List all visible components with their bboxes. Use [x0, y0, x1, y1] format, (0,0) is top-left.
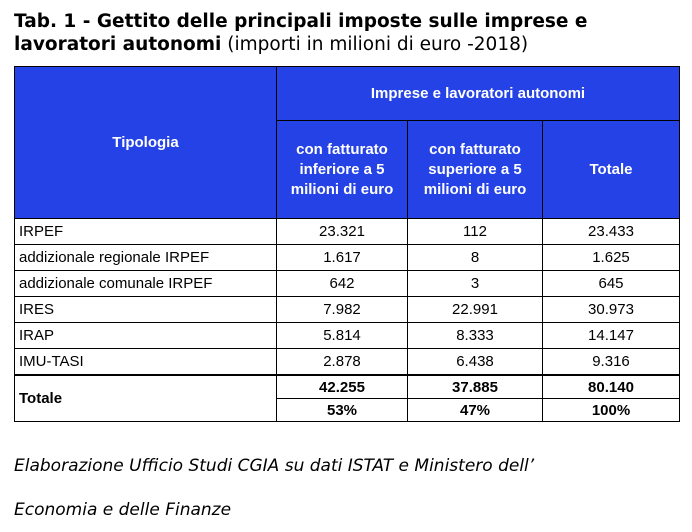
cell: 30.973	[542, 296, 680, 323]
total-row: Totale 42.255 37.885 80.140	[14, 374, 680, 422]
row: IRES 7.982 22.991 30.973	[14, 296, 680, 323]
cell: 9.316	[542, 348, 680, 376]
total-cell: 37.885	[407, 374, 543, 399]
column-header: Tipologia	[14, 66, 277, 219]
sub-header: con fatturato inferiore a 5 milioni di e…	[276, 120, 408, 219]
row: addizionale comunale IRPEF 642 3 645	[14, 270, 680, 297]
cell: 2.878	[276, 348, 408, 376]
tax-table: Tipologia Imprese e lavoratori autonomi …	[14, 66, 680, 422]
footnote: Economia e delle Finanze	[14, 500, 232, 520]
cell: 14.147	[542, 322, 680, 349]
cell: 3	[407, 270, 543, 297]
title-bold: Tab. 1 - Gettito delle principali impost…	[14, 11, 588, 32]
total-cell: 42.255	[276, 374, 408, 399]
share-row: 53% 47% 100%	[15, 398, 680, 422]
footnote: Elaborazione Ufficio Studi CGIA su dati …	[14, 456, 535, 476]
total-label: Totale	[14, 374, 277, 422]
cell: 112	[407, 218, 543, 245]
cell: 22.991	[407, 296, 543, 323]
row: IRPEF 23.321 112 23.433	[14, 218, 680, 245]
cell: 1.625	[542, 244, 680, 271]
share-cell: 53%	[276, 398, 408, 422]
cell: 7.982	[276, 296, 408, 323]
cell: 642	[276, 270, 408, 297]
cell: 8	[407, 244, 543, 271]
title-bold: lavoratori autonomi	[14, 34, 222, 55]
sub-header: Totale	[542, 120, 680, 219]
share-cell: 47%	[407, 398, 543, 422]
title: Tab. 1 - Gettito delle principali impost…	[14, 10, 692, 56]
cell: 645	[542, 270, 680, 297]
row-label: IRES	[14, 296, 277, 323]
row-label: IMU-TASI	[14, 348, 277, 376]
cell: 23.321	[276, 218, 408, 245]
cell: 23.433	[542, 218, 680, 245]
row: IRAP 5.814 8.333 14.147	[14, 322, 680, 349]
row-label: IRPEF	[14, 218, 277, 245]
row-label: IRAP	[14, 322, 277, 349]
row-label: addizionale comunale IRPEF	[14, 270, 277, 297]
cell: 8.333	[407, 322, 543, 349]
sub-header: con fatturato superiore a 5 milioni di e…	[407, 120, 543, 219]
group-header: Imprese e lavoratori autonomi	[276, 66, 680, 121]
row: IMU-TASI 2.878 6.438 9.316	[14, 348, 680, 376]
row-label: addizionale regionale IRPEF	[14, 244, 277, 271]
share-cell: 100%	[542, 398, 680, 422]
row: addizionale regionale IRPEF 1.617 8 1.625	[14, 244, 680, 271]
title-normal: (importi in milioni di euro -2018)	[227, 34, 529, 55]
cell: 5.814	[276, 322, 408, 349]
cell: 1.617	[276, 244, 408, 271]
cell: 6.438	[407, 348, 543, 376]
total-cell: 80.140	[542, 374, 680, 399]
